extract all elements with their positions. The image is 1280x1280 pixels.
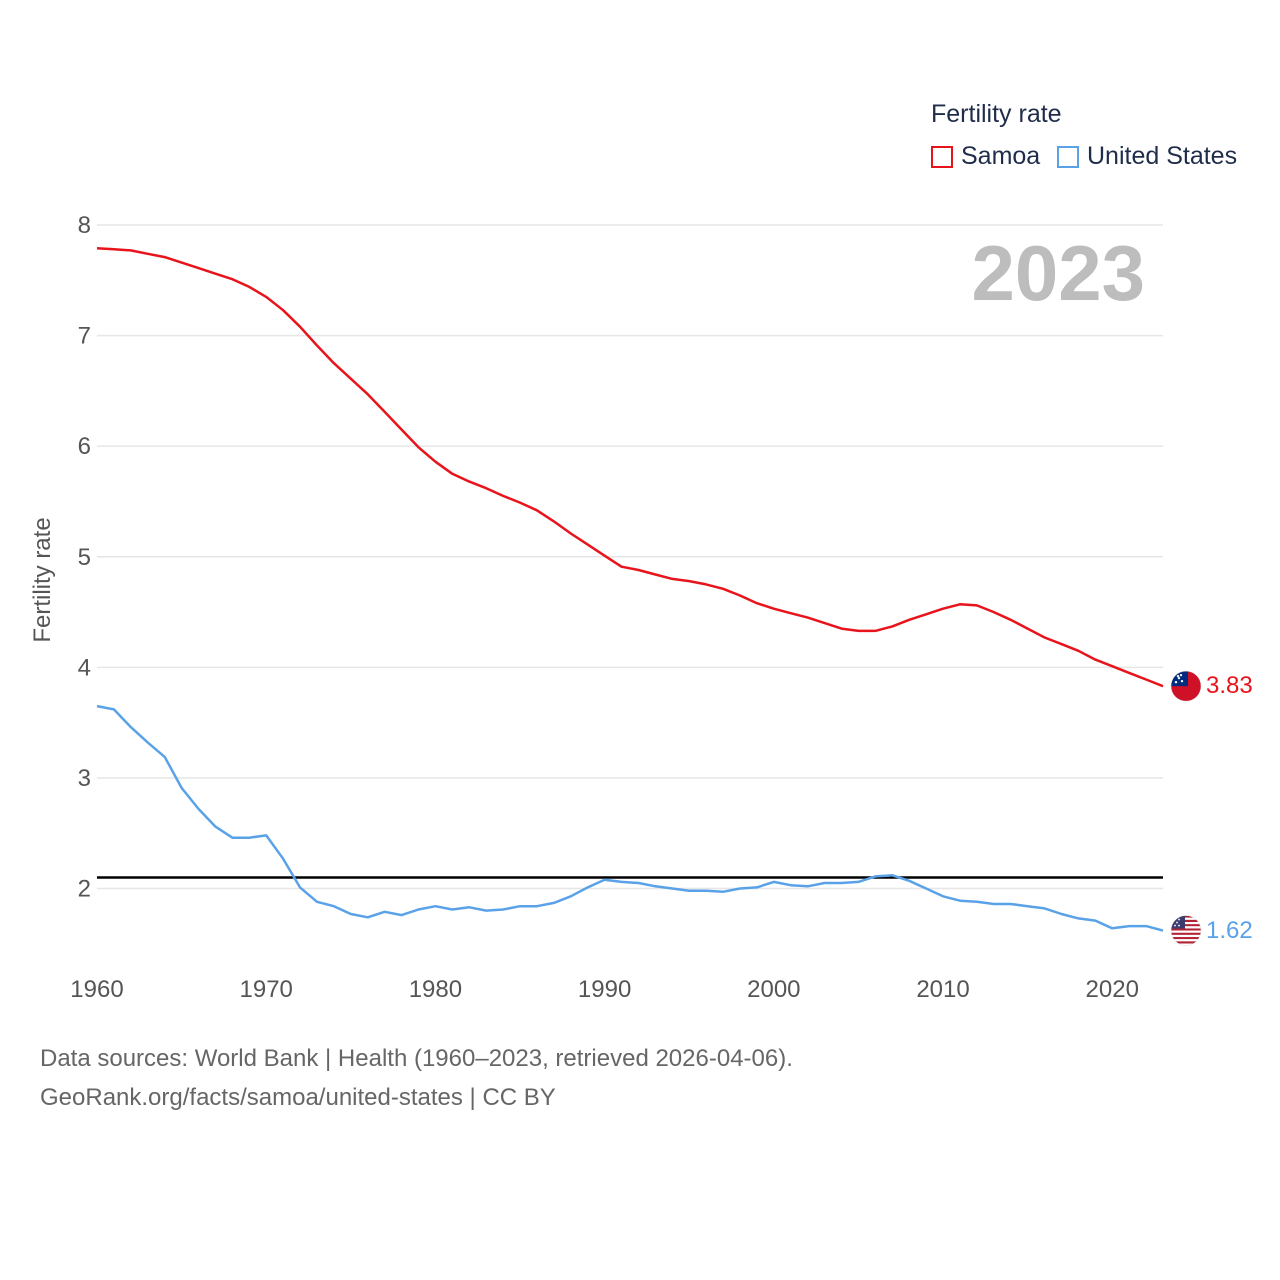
y-tick-label: 5 — [78, 544, 91, 571]
legend-swatch-united-states — [1057, 145, 1079, 168]
end-value-samoa: 3.83 — [1206, 672, 1253, 700]
legend-label-united-states: United States — [1087, 142, 1238, 170]
source-url[interactable]: GeoRank.org/facts/samoa/united-states | … — [40, 1084, 556, 1111]
y-tick-label: 7 — [78, 323, 91, 350]
legend-item-samoa[interactable]: Samoa — [931, 142, 1040, 171]
grid-lines — [97, 224, 1163, 890]
legend-title: Fertility rate — [931, 100, 1062, 128]
y-tick-label: 2 — [78, 876, 91, 903]
x-tick-label: 2020 — [1086, 976, 1139, 1003]
x-tick-label: 1980 — [409, 976, 462, 1003]
series-line-united-states[interactable] — [96, 704, 1164, 932]
legend-swatch-samoa — [931, 145, 953, 168]
x-tick-label: 1970 — [240, 976, 293, 1003]
year-label: 2023 — [971, 229, 1145, 317]
x-tick-label: 1990 — [578, 976, 631, 1003]
x-tick-label: 2010 — [916, 976, 969, 1003]
legend-item-united-states[interactable]: United States — [1057, 142, 1237, 171]
y-tick-label: 6 — [78, 433, 91, 460]
samoa-flag-icon — [1170, 670, 1202, 702]
source-note: Data sources: World Bank | Health (1960–… — [40, 1045, 793, 1072]
x-axis-ticks: 1960 1970 1980 1990 2000 2010 2020 — [70, 976, 1139, 1003]
y-axis-ticks: 2 3 4 5 6 7 8 — [78, 212, 91, 903]
end-value-united-states: 1.62 — [1206, 916, 1253, 944]
us-flag-icon — [1170, 915, 1202, 946]
y-tick-label: 3 — [78, 765, 91, 792]
series-line-samoa[interactable] — [96, 246, 1164, 688]
y-axis-label: Fertility rate — [29, 517, 56, 643]
y-tick-label: 8 — [78, 212, 91, 239]
series-lines — [96, 246, 1164, 932]
legend-label-samoa: Samoa — [961, 142, 1041, 170]
end-flags — [1170, 670, 1202, 946]
y-tick-label: 4 — [78, 654, 91, 681]
x-tick-label: 1960 — [70, 976, 123, 1003]
x-tick-label: 2000 — [747, 976, 800, 1003]
